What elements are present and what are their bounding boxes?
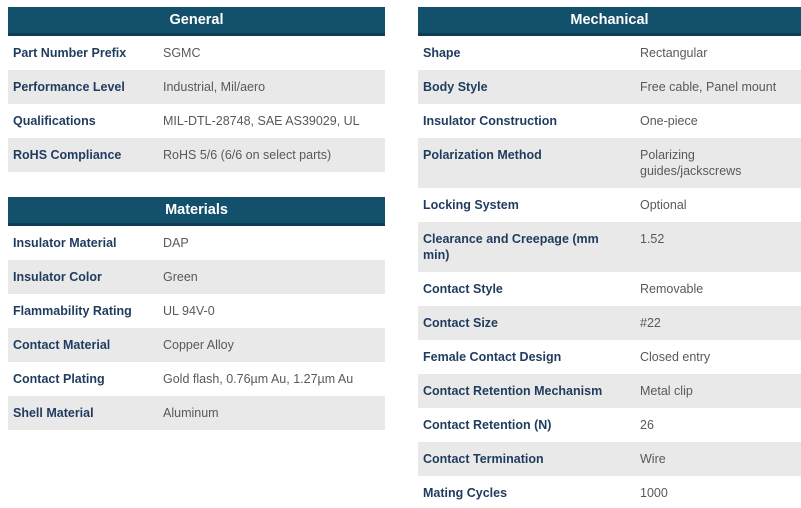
spec-value: Industrial, Mil/aero (163, 80, 266, 94)
spec-value: Metal clip (640, 384, 693, 398)
spec-value: #22 (640, 316, 661, 330)
materials-table-rows: Insulator Material DAP Insulator Color G… (8, 226, 385, 430)
spec-label: Qualifications (13, 114, 96, 128)
spec-label: Locking System (423, 198, 519, 212)
table-row: Flammability Rating UL 94V-0 (8, 294, 385, 328)
spec-label: RoHS Compliance (13, 148, 122, 162)
spec-label: Contact Retention Mechanism (423, 384, 603, 398)
table-row: Female Contact Design Closed entry (418, 340, 801, 374)
spec-label: Body Style (423, 80, 488, 94)
spec-label: Insulator Material (13, 236, 117, 250)
spec-label: Contact Size (423, 316, 499, 330)
mechanical-table-header: Mechanical (418, 7, 801, 36)
spec-label: Performance Level (13, 80, 125, 94)
table-row: Performance Level Industrial, Mil/aero (8, 70, 385, 104)
spec-value: Aluminum (163, 406, 219, 420)
spec-value: 26 (640, 418, 654, 432)
spec-value: Green (163, 270, 198, 284)
table-row: Shell Material Aluminum (8, 396, 385, 430)
spec-value: Copper Alloy (163, 338, 234, 352)
spec-label: Contact Plating (13, 372, 105, 386)
spec-value: UL 94V-0 (163, 304, 215, 318)
table-row: Clearance and Creepage (mm min) 1.52 (418, 222, 801, 272)
spec-label: Insulator Color (13, 270, 102, 284)
table-row: Mating Cycles 1000 (418, 476, 801, 508)
materials-table: Materials Insulator Material DAP Insulat… (8, 197, 385, 430)
table-row: Qualifications MIL-DTL-28748, SAE AS3902… (8, 104, 385, 138)
table-row: Part Number Prefix SGMC (8, 36, 385, 70)
table-row: Contact Size #22 (418, 306, 801, 340)
table-row: RoHS Compliance RoHS 5/6 (6/6 on select … (8, 138, 385, 172)
spec-value: Gold flash, 0.76µm Au, 1.27µm Au (163, 372, 354, 386)
spec-label: Contact Retention (N) (423, 418, 552, 432)
table-row: Body Style Free cable, Panel mount (418, 70, 801, 104)
spec-value: Optional (640, 198, 687, 212)
table-row: Insulator Material DAP (8, 226, 385, 260)
mechanical-table: Mechanical Shape Rectangular Body Style … (418, 7, 801, 508)
table-row: Contact Material Copper Alloy (8, 328, 385, 362)
spec-value: Rectangular (640, 46, 708, 60)
spec-value: 1.52 (640, 232, 665, 246)
table-row: Contact Retention (N) 26 (418, 408, 801, 442)
spec-value: 1000 (640, 486, 668, 500)
spec-label: Clearance and Creepage (mm min) (423, 232, 599, 262)
spec-value: MIL-DTL-28748, SAE AS39029, UL (163, 114, 360, 128)
spec-value: Removable (640, 282, 704, 296)
general-table-rows: Part Number Prefix SGMC Performance Leve… (8, 36, 385, 172)
spec-value: Closed entry (640, 350, 711, 364)
spec-label: Shell Material (13, 406, 94, 420)
spec-value: Polarizing guides/jackscrews (640, 148, 742, 178)
general-table: General Part Number Prefix SGMC Performa… (8, 7, 385, 172)
table-row: Insulator Color Green (8, 260, 385, 294)
spec-label: Shape (423, 46, 461, 60)
table-row: Insulator Construction One-piece (418, 104, 801, 138)
materials-table-header: Materials (8, 197, 385, 226)
spec-value: Wire (640, 452, 666, 466)
right-column: Mechanical Shape Rectangular Body Style … (418, 7, 801, 508)
spec-label: Contact Termination (423, 452, 544, 466)
spec-value: SGMC (163, 46, 201, 60)
left-column: General Part Number Prefix SGMC Performa… (8, 7, 385, 430)
table-row: Contact Termination Wire (418, 442, 801, 476)
spec-value: DAP (163, 236, 189, 250)
table-row: Contact Plating Gold flash, 0.76µm Au, 1… (8, 362, 385, 396)
table-row: Locking System Optional (418, 188, 801, 222)
table-row: Contact Style Removable (418, 272, 801, 306)
spec-label: Contact Material (13, 338, 111, 352)
spec-value: Free cable, Panel mount (640, 80, 777, 94)
spec-value: RoHS 5/6 (6/6 on select parts) (163, 148, 332, 162)
spec-label: Female Contact Design (423, 350, 562, 364)
general-table-header: General (8, 7, 385, 36)
mechanical-table-rows: Shape Rectangular Body Style Free cable,… (418, 36, 801, 508)
spec-label: Mating Cycles (423, 486, 508, 500)
table-row: Polarization Method Polarizing guides/ja… (418, 138, 801, 188)
spec-label: Contact Style (423, 282, 503, 296)
spec-label: Flammability Rating (13, 304, 132, 318)
table-row: Contact Retention Mechanism Metal clip (418, 374, 801, 408)
spec-label: Part Number Prefix (13, 46, 127, 60)
spec-value: One-piece (640, 114, 698, 128)
spec-label: Insulator Construction (423, 114, 558, 128)
spec-label: Polarization Method (423, 148, 542, 162)
table-row: Shape Rectangular (418, 36, 801, 70)
